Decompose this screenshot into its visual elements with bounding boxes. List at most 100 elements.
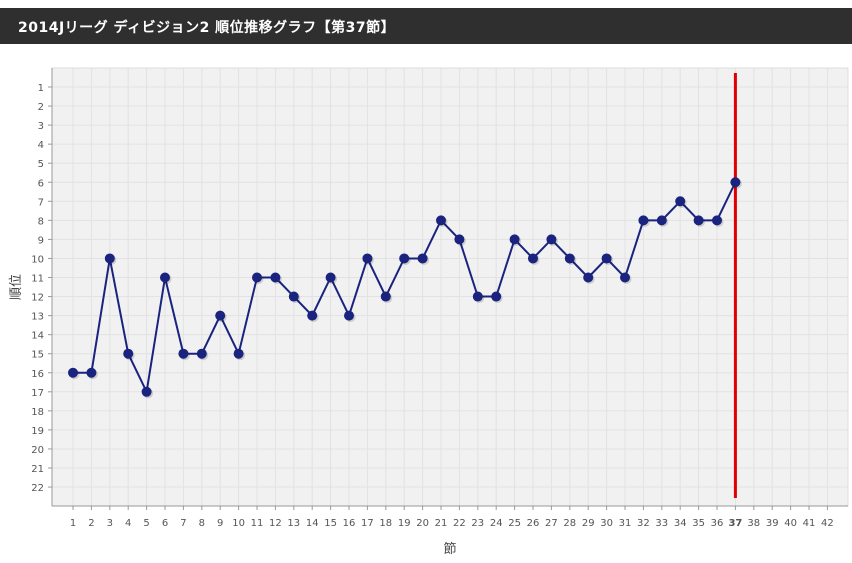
x-tick-label: 3 [107, 518, 113, 529]
data-point [196, 348, 207, 359]
data-point [233, 348, 244, 359]
y-tick-label: 2 [38, 102, 44, 113]
x-tick-label: 17 [361, 518, 374, 529]
x-tick-label: 20 [416, 518, 429, 529]
data-point [491, 291, 502, 302]
data-point [252, 272, 262, 283]
x-tick-label: 37 [728, 518, 742, 529]
data-point [620, 272, 630, 283]
x-tick-label: 2 [88, 518, 94, 529]
data-point [638, 215, 649, 226]
data-point [362, 253, 373, 264]
x-tick-label: 12 [269, 518, 282, 529]
data-point [564, 253, 575, 264]
y-tick-label: 18 [31, 407, 44, 418]
y-tick-label: 9 [38, 235, 44, 246]
chart-title: 2014Jリーグ ディビジョン2 順位推移グラフ【第37節】 [18, 20, 396, 36]
data-point [528, 253, 538, 264]
x-tick-label: 9 [217, 518, 223, 529]
data-point [270, 272, 281, 283]
data-point [730, 177, 741, 188]
y-tick-label: 14 [31, 331, 44, 342]
data-point [86, 367, 97, 378]
data-point [160, 272, 170, 283]
series-points [68, 177, 742, 399]
data-point [417, 253, 428, 264]
x-tick-label: 29 [582, 518, 595, 529]
y-tick-label: 22 [31, 483, 44, 494]
x-tick-label: 23 [471, 518, 484, 529]
data-point [693, 215, 704, 226]
y-tick-label: 10 [31, 254, 44, 265]
data-point [436, 215, 446, 226]
data-point [454, 234, 465, 245]
y-tick-label: 3 [38, 121, 44, 132]
x-tick-label: 16 [343, 518, 356, 529]
x-tick-label: 34 [674, 518, 687, 529]
x-tick-label: 7 [180, 518, 186, 529]
x-tick-label: 15 [324, 518, 337, 529]
y-tick-label: 17 [31, 388, 44, 399]
data-point [601, 253, 612, 264]
y-axis-label: 順位 [9, 274, 24, 300]
data-point [141, 386, 152, 397]
x-tick-label: 41 [803, 518, 816, 529]
x-tick-label: 1 [70, 518, 76, 529]
data-point [325, 272, 336, 283]
x-tick-label: 27 [545, 518, 558, 529]
plot-area [51, 67, 849, 507]
x-tick-label: 40 [784, 518, 797, 529]
x-tick-label: 5 [143, 518, 149, 529]
x-tick-label: 31 [619, 518, 632, 529]
y-tick-label: 8 [38, 216, 44, 227]
y-tick-label: 5 [38, 159, 44, 170]
y-tick-label: 11 [31, 274, 44, 285]
x-tick-label: 35 [692, 518, 705, 529]
data-point [104, 253, 115, 264]
y-tick-label: 1 [38, 83, 44, 94]
data-point [68, 367, 78, 378]
data-point [215, 310, 226, 321]
x-tick-label: 19 [398, 518, 411, 529]
x-tick-label: 42 [821, 518, 834, 529]
x-tick-label: 28 [563, 518, 576, 529]
data-point [546, 234, 557, 245]
data-point [123, 348, 134, 359]
title-bar: 2014Jリーグ ディビジョン2 順位推移グラフ【第37節】 [0, 8, 852, 44]
x-tick-label: 24 [490, 518, 503, 529]
data-point [344, 310, 354, 321]
x-tick-label: 21 [435, 518, 448, 529]
data-point [675, 196, 686, 207]
x-tick-label: 4 [125, 518, 131, 529]
x-tick-label: 25 [508, 518, 521, 529]
data-point [712, 215, 722, 226]
x-tick-label: 32 [637, 518, 650, 529]
x-tick-label: 39 [766, 518, 779, 529]
x-axis-label: 節 [443, 542, 456, 557]
x-tick-label: 26 [527, 518, 540, 529]
data-point [583, 272, 594, 283]
axes [51, 68, 848, 507]
y-tick-label: 12 [31, 293, 44, 304]
y-tick-label: 16 [31, 369, 44, 380]
x-tick-label: 6 [162, 518, 168, 529]
y-tick-label: 20 [31, 445, 44, 456]
data-point [307, 310, 318, 321]
data-point [288, 291, 299, 302]
y-tick-label: 4 [38, 140, 44, 151]
data-point [399, 253, 410, 264]
y-tick-label: 13 [31, 312, 44, 323]
x-tick-label: 22 [453, 518, 466, 529]
data-point [656, 215, 667, 226]
data-point [178, 348, 189, 359]
x-tick-label: 38 [747, 518, 760, 529]
y-tick-label: 6 [38, 178, 44, 189]
y-tick-label: 19 [31, 426, 44, 437]
y-tick-label: 21 [31, 464, 44, 475]
y-tick-label: 7 [38, 197, 44, 208]
x-tick-label: 10 [232, 518, 245, 529]
x-tick-label: 30 [600, 518, 613, 529]
x-tick-label: 11 [251, 518, 264, 529]
